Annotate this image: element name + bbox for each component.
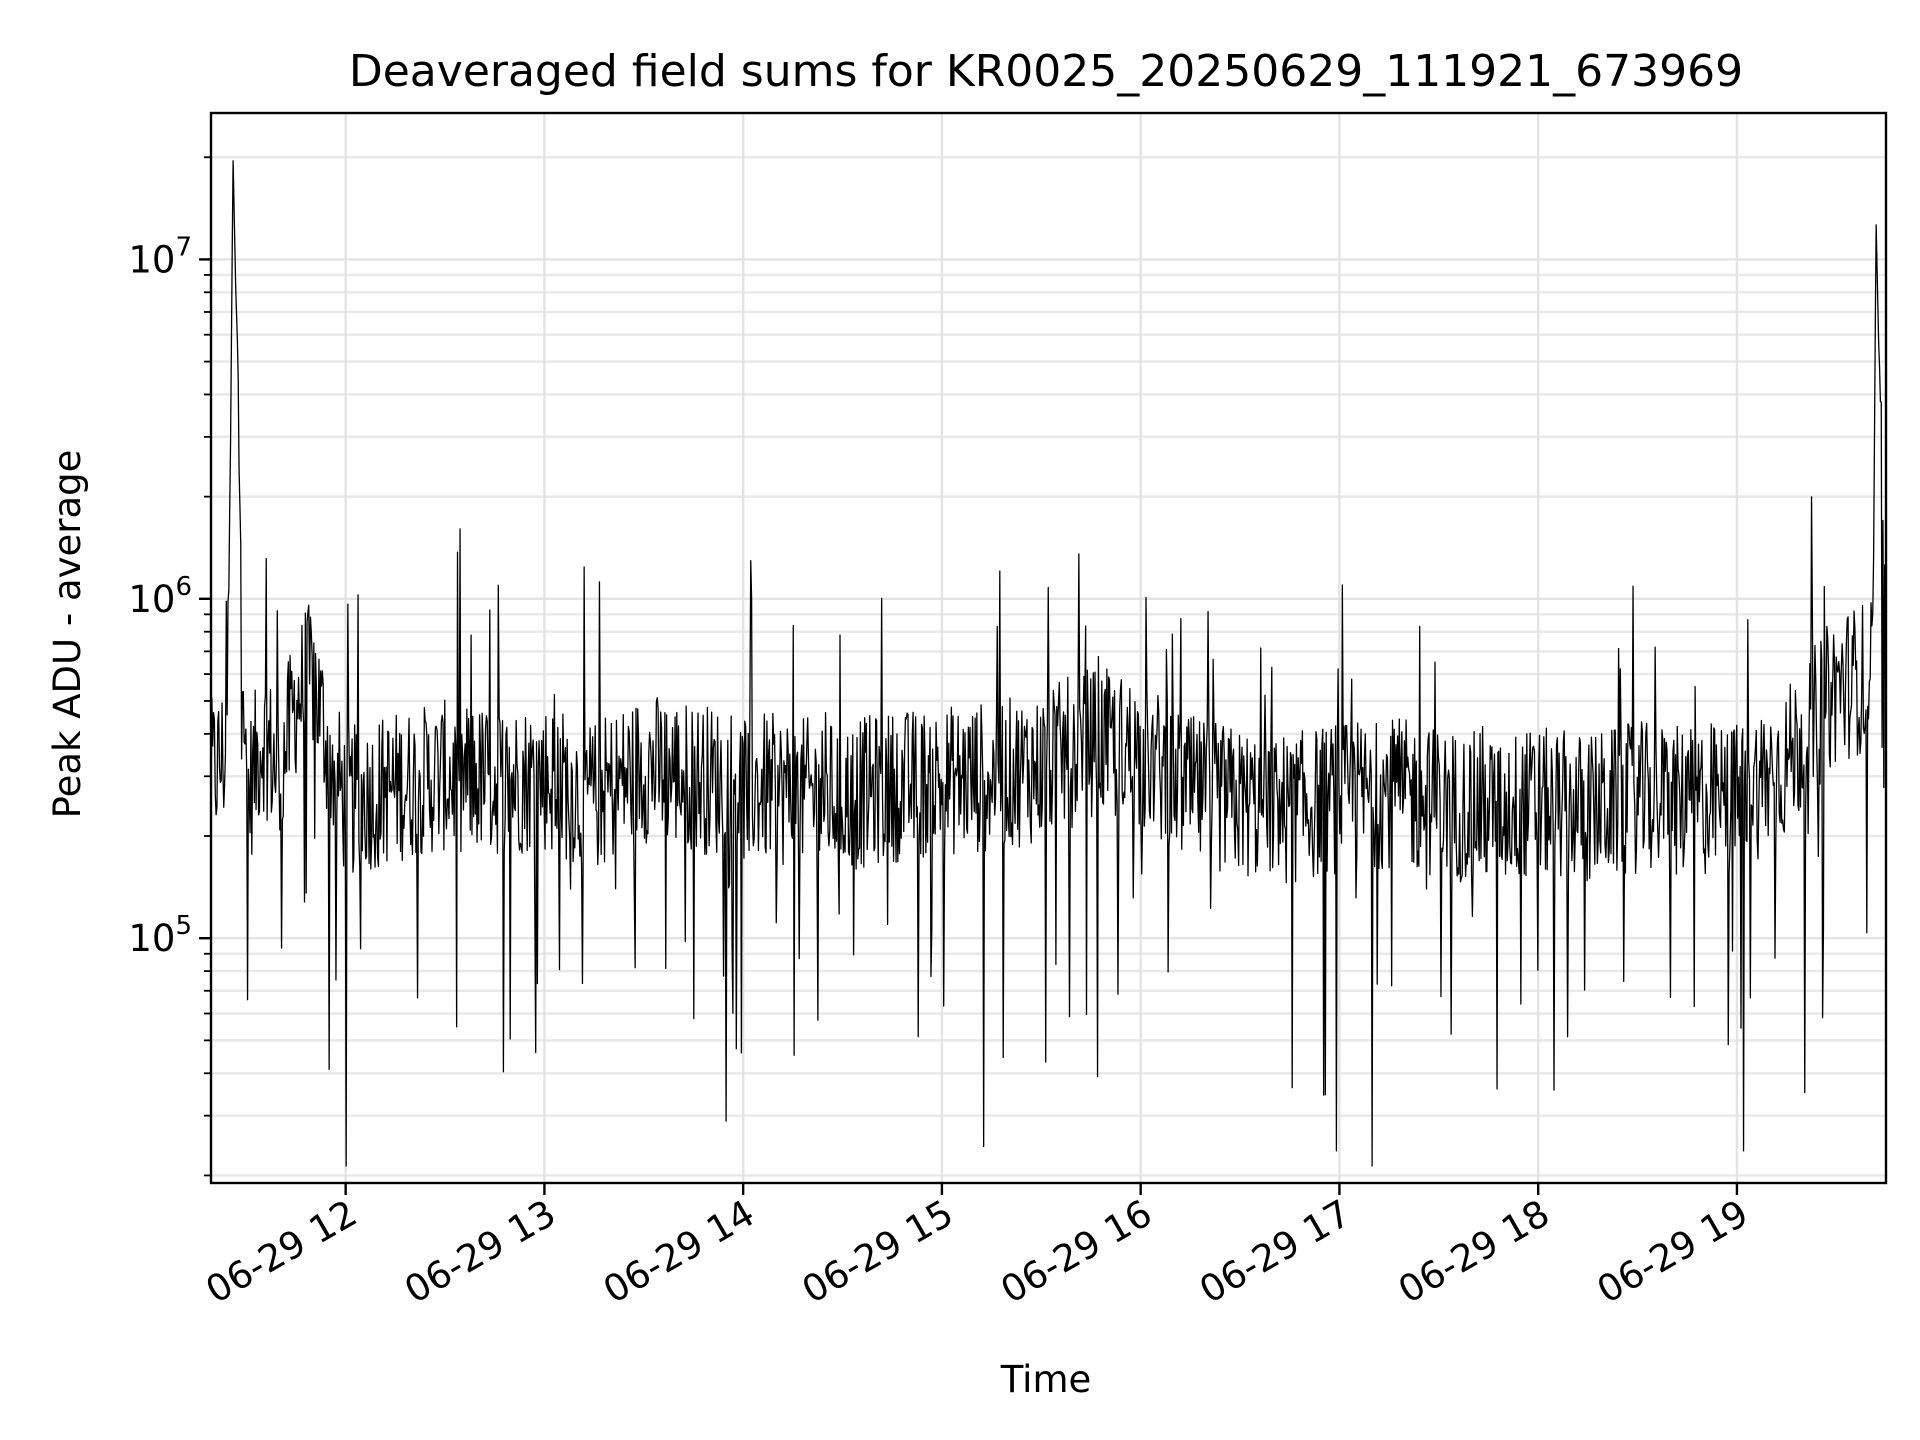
y-tick-label: 105: [128, 911, 192, 960]
y-axis-label: Peak ADU - average: [46, 450, 89, 819]
x-axis-label: Time: [1000, 1358, 1092, 1401]
y-tick-label: 107: [128, 232, 192, 281]
series-layer: [210, 160, 1887, 1167]
plot-frame: [209, 111, 1888, 1185]
y-tick-label: 106: [128, 572, 192, 621]
series-line: [210, 160, 1887, 1167]
chart-title: Deaveraged field sums for KR0025_2025062…: [349, 46, 1743, 97]
